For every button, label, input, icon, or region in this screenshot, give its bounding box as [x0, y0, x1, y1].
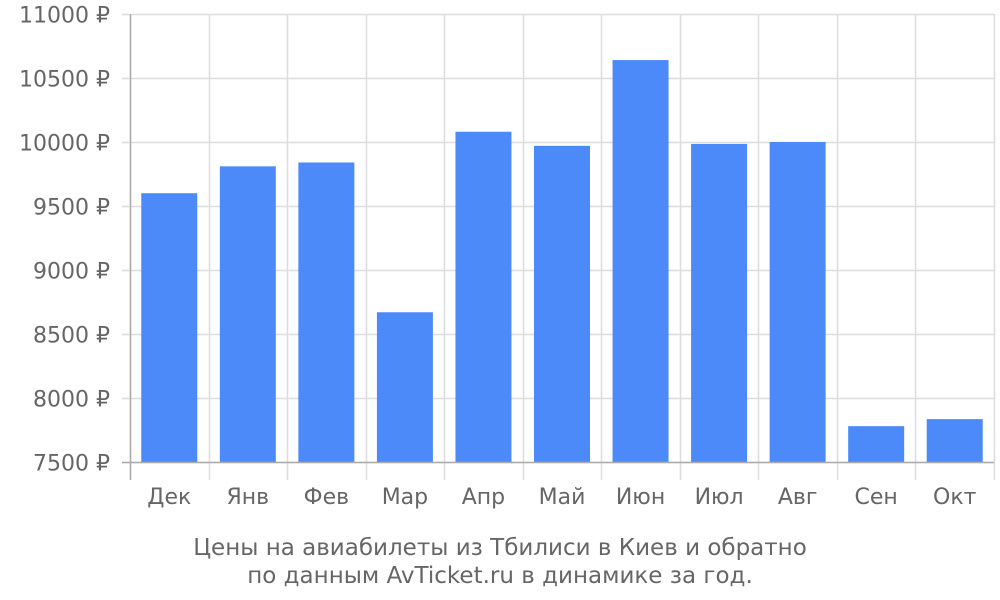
axes [122, 14, 994, 480]
x-tick-label: Окт [933, 485, 977, 510]
x-tick-label: Сен [855, 485, 898, 510]
bar [769, 142, 826, 462]
bar [298, 162, 355, 463]
x-tick-label: Мар [382, 485, 428, 510]
chart-caption-line-1: Цены на авиабилеты из Тбилиси в Киев и о… [193, 535, 807, 561]
x-tick-label: Авг [778, 485, 818, 510]
bar [691, 143, 748, 463]
bar [534, 145, 590, 462]
y-tick-label: 9000 ₽ [33, 260, 110, 285]
bar [926, 419, 983, 462]
x-tick-label: Июл [695, 485, 744, 510]
bar [455, 131, 512, 462]
y-tick-label: 9500 ₽ [33, 196, 110, 221]
bar [141, 193, 198, 462]
bars [141, 60, 983, 463]
tick-labels: 7500 ₽ 8000 ₽ 8500 ₽ 9000 ₽ 9500 ₽ 10000 ₽ 105… [19, 4, 977, 511]
y-tick-label: 10500 ₽ [19, 68, 110, 93]
x-tick-label: Дек [147, 485, 191, 510]
bar [612, 60, 669, 463]
x-tick-label: Апр [462, 485, 505, 510]
bar [219, 166, 276, 462]
y-tick-label: 10000 ₽ [19, 132, 110, 157]
bar [848, 426, 905, 462]
y-tick-label: 11000 ₽ [19, 4, 110, 29]
bar [376, 312, 433, 462]
y-tick-label: 8500 ₽ [33, 324, 110, 349]
chart-caption-line-2: по данным AvTicket.ru в динамике за год. [247, 563, 753, 589]
x-tick-label: Май [539, 485, 586, 510]
y-tick-label: 8000 ₽ [33, 388, 110, 413]
x-tick-label: Янв [226, 485, 269, 510]
y-tick-label: 7500 ₽ [33, 452, 110, 477]
x-tick-label: Фев [304, 485, 349, 510]
x-tick-label: Июн [616, 485, 665, 510]
